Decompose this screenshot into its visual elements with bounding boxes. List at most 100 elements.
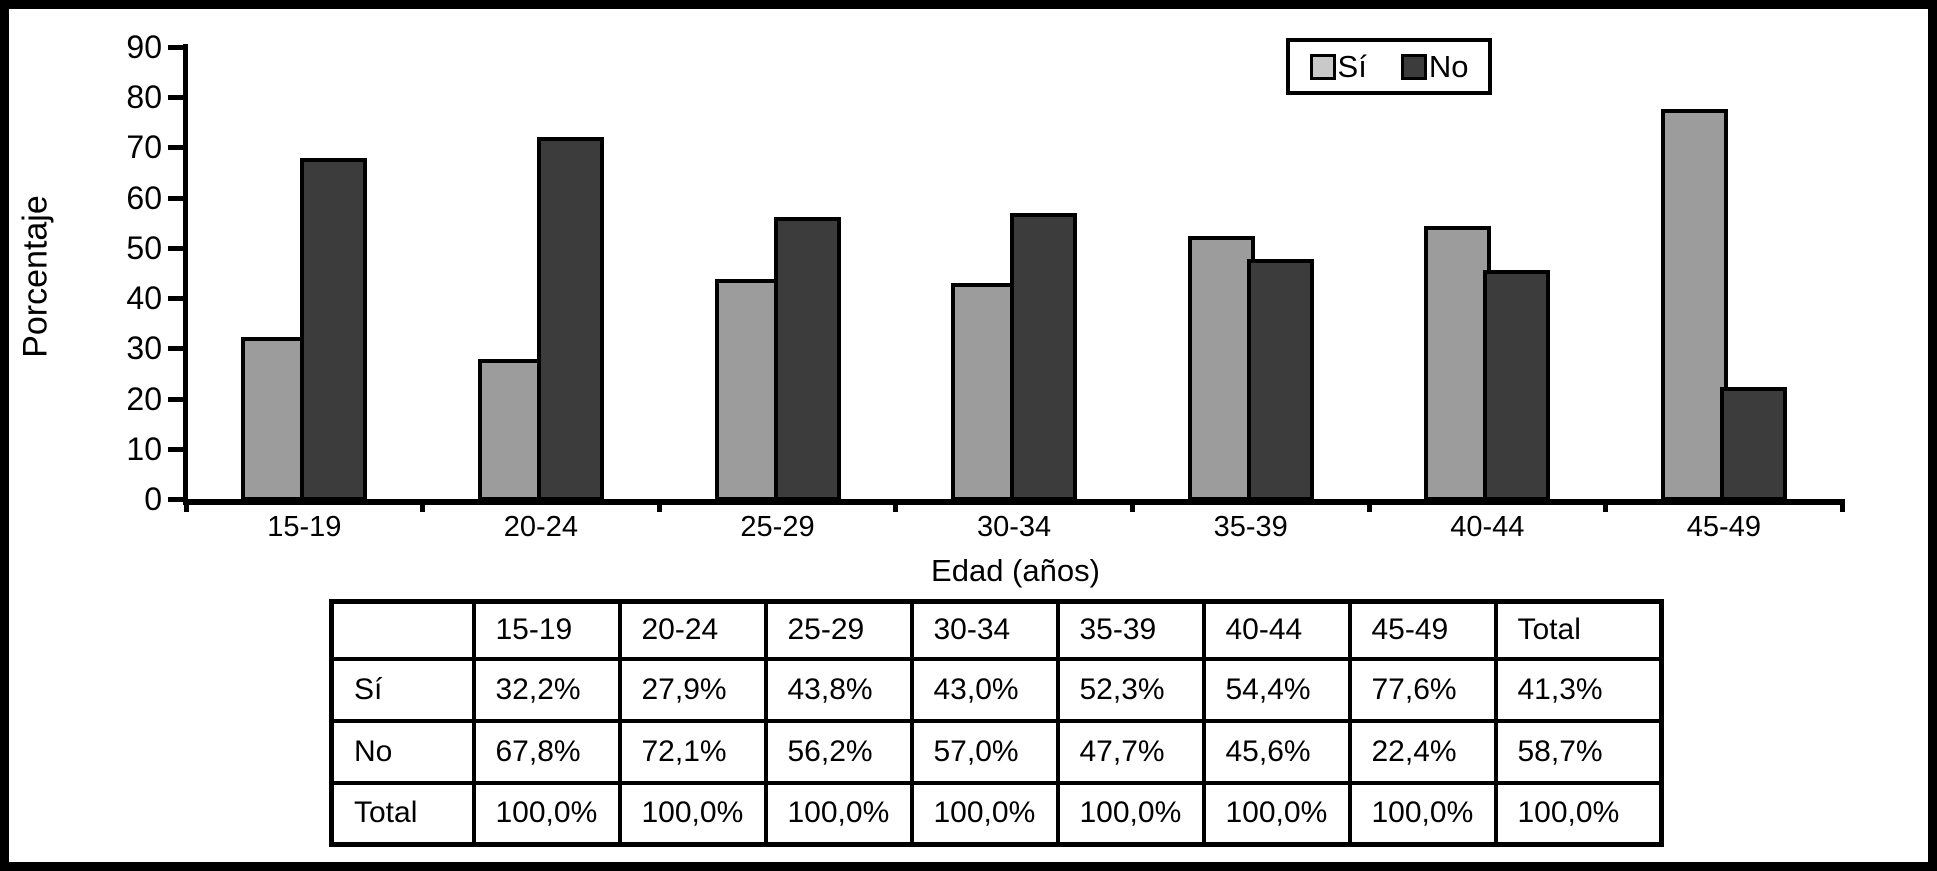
legend-swatch-si xyxy=(1309,53,1336,80)
bar-chart: Porcentaje 0 10 20 30 40 50 60 70 80 90 15-19 20-2… xyxy=(9,9,1928,609)
y-tick-label-70: 70 xyxy=(126,129,162,166)
row-label-no: No xyxy=(329,718,476,785)
cell-total-45-49: 100,0% xyxy=(1347,780,1498,847)
cell-sí-total: 41,3% xyxy=(1493,656,1664,723)
y-tick-40 xyxy=(168,296,184,302)
table-row-sí: Sí 32,2% 27,9% 43,8% 43,0% 52,3% 54,4% 77,6% 41,… xyxy=(329,656,1664,723)
y-tick-label-30: 30 xyxy=(126,330,162,367)
bar-si-25-29 xyxy=(714,279,782,501)
cell-sí-15-19: 32,2% xyxy=(471,656,622,723)
table-header-20-24: 20-24 xyxy=(617,599,768,661)
y-tick-label-90: 90 xyxy=(126,29,162,65)
cell-total-15-19: 100,0% xyxy=(471,780,622,847)
cell-total-20-24: 100,0% xyxy=(617,780,768,847)
bar-si-20-24 xyxy=(477,359,545,501)
cell-no-30-34: 57,0% xyxy=(909,718,1060,785)
cell-no-20-24: 72,1% xyxy=(617,718,768,785)
y-tick-10 xyxy=(168,446,184,452)
table-header-25-29: 25-29 xyxy=(763,599,914,661)
table-header-Total: Total xyxy=(1493,599,1664,661)
table-row-no: No 67,8% 72,1% 56,2% 57,0% 47,7% 45,6% 22,4% 58,… xyxy=(329,718,1664,785)
x-category-label-40-44: 40-44 xyxy=(1450,511,1525,543)
y-tick-label-60: 60 xyxy=(126,179,162,216)
x-tick-7 xyxy=(1839,499,1845,512)
y-tick-90 xyxy=(168,45,184,50)
y-tick-label-0: 0 xyxy=(144,481,162,517)
cell-sí-20-24: 27,9% xyxy=(617,656,768,723)
bar-si-45-49 xyxy=(1660,109,1728,501)
bar-no-35-39 xyxy=(1246,259,1314,501)
frequency-table: 15-19 20-24 25-29 30-34 35-39 40-44 45-49 Total… xyxy=(329,599,1664,847)
x-tick-2 xyxy=(656,499,662,512)
cell-no-40-44: 45,6% xyxy=(1201,718,1352,785)
bar-no-45-49 xyxy=(1719,387,1787,501)
row-label-total: Total xyxy=(329,780,476,847)
y-tick-50 xyxy=(168,245,184,251)
cell-no-45-49: 22,4% xyxy=(1347,718,1498,785)
x-category-label-15-19: 15-19 xyxy=(267,511,342,543)
cell-no-35-39: 47,7% xyxy=(1055,718,1206,785)
x-tick-1 xyxy=(420,499,426,512)
x-axis-title: Edad (años) xyxy=(931,553,1100,588)
x-tick-5 xyxy=(1366,499,1372,512)
x-tick-3 xyxy=(893,499,899,512)
bar-no-30-34 xyxy=(1010,213,1078,501)
cell-sí-45-49: 77,6% xyxy=(1347,656,1498,723)
table-header-15-19: 15-19 xyxy=(471,599,622,661)
x-tick-0 xyxy=(183,499,189,512)
bar-si-30-34 xyxy=(951,283,1019,501)
bar-si-40-44 xyxy=(1424,226,1492,501)
x-tick-4 xyxy=(1129,499,1135,512)
cell-no-15-19: 67,8% xyxy=(471,718,622,785)
cell-no-total: 58,7% xyxy=(1493,718,1664,785)
cell-total-total: 100,0% xyxy=(1493,780,1664,847)
x-category-label-30-34: 30-34 xyxy=(977,511,1052,543)
y-tick-label-10: 10 xyxy=(126,430,162,467)
table-row-total: Total 100,0% 100,0% 100,0% 100,0% 100,0% 100,0… xyxy=(329,780,1664,847)
bar-no-15-19 xyxy=(300,158,368,501)
bar-no-20-24 xyxy=(536,137,604,501)
cell-sí-25-29: 43,8% xyxy=(763,656,914,723)
legend-item-no: No xyxy=(1400,49,1469,84)
legend-swatch-no xyxy=(1400,53,1427,80)
y-tick-label-40: 40 xyxy=(126,280,162,317)
legend-item-si: Sí xyxy=(1309,49,1367,84)
row-label-sí: Sí xyxy=(329,656,476,723)
x-category-label-35-39: 35-39 xyxy=(1213,511,1288,543)
cell-sí-40-44: 54,4% xyxy=(1201,656,1352,723)
y-tick-80 xyxy=(168,95,184,101)
cell-sí-30-34: 43,0% xyxy=(909,656,1060,723)
table-header-30-34: 30-34 xyxy=(909,599,1060,661)
y-tick-label-20: 20 xyxy=(126,380,162,417)
y-tick-30 xyxy=(168,346,184,352)
x-category-label-20-24: 20-24 xyxy=(503,511,578,543)
table-header-35-39: 35-39 xyxy=(1055,599,1206,661)
x-category-label-25-29: 25-29 xyxy=(740,511,815,543)
cell-total-30-34: 100,0% xyxy=(909,780,1060,847)
y-tick-20 xyxy=(168,396,184,402)
y-tick-label-50: 50 xyxy=(126,229,162,266)
bar-no-40-44 xyxy=(1483,270,1551,501)
table-header-45-49: 45-49 xyxy=(1347,599,1498,661)
x-category-label-45-49: 45-49 xyxy=(1686,511,1761,543)
cell-total-25-29: 100,0% xyxy=(763,780,914,847)
x-axis-line xyxy=(183,499,1845,505)
bar-no-25-29 xyxy=(773,217,841,501)
legend-label-si: Sí xyxy=(1337,49,1367,84)
table-header-row: 15-19 20-24 25-29 30-34 35-39 40-44 45-49 Total xyxy=(329,599,1664,661)
y-tick-label-80: 80 xyxy=(126,79,162,116)
cell-total-35-39: 100,0% xyxy=(1055,780,1206,847)
table-header-40-44: 40-44 xyxy=(1201,599,1352,661)
legend-label-no: No xyxy=(1428,49,1469,84)
y-axis-title: Porcentaje xyxy=(16,195,55,358)
y-tick-60 xyxy=(168,195,184,201)
x-tick-6 xyxy=(1603,499,1609,512)
cell-no-25-29: 56,2% xyxy=(763,718,914,785)
cell-total-40-44: 100,0% xyxy=(1201,780,1352,847)
bar-si-35-39 xyxy=(1187,236,1255,501)
y-tick-70 xyxy=(168,145,184,151)
y-axis-line xyxy=(183,44,188,504)
cell-sí-35-39: 52,3% xyxy=(1055,656,1206,723)
table-header-empty xyxy=(329,599,476,661)
